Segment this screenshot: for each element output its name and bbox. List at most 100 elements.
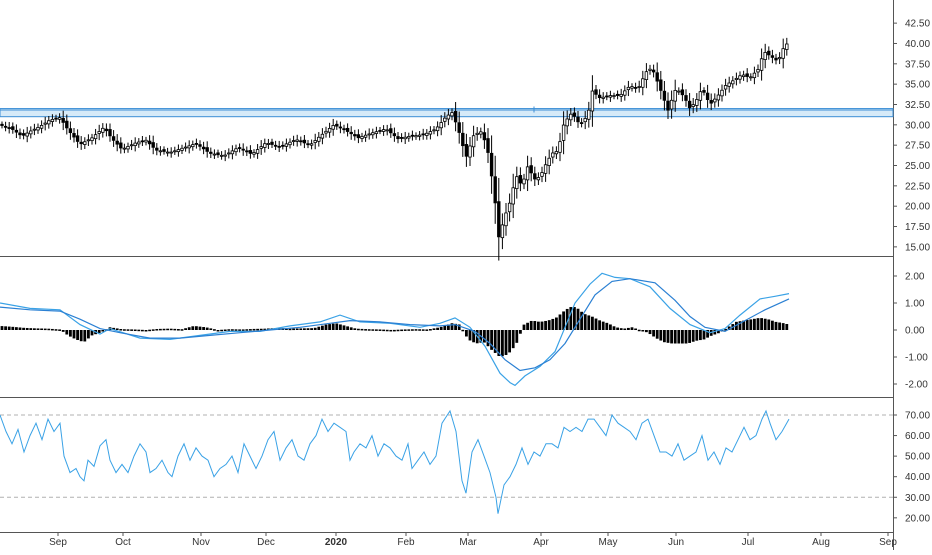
macd-histogram-bar	[133, 329, 137, 332]
macd-histogram-bar	[263, 328, 267, 331]
price-candle	[457, 122, 461, 133]
price-candle	[367, 133, 371, 136]
price-candle	[201, 146, 206, 150]
macd-histogram-bar	[76, 330, 79, 340]
price-candle	[666, 100, 670, 111]
price-candle	[741, 74, 746, 78]
macd-histogram-bar	[753, 318, 756, 330]
price-candle	[396, 136, 400, 140]
price-candle	[284, 143, 289, 147]
price-candle	[158, 150, 163, 153]
macd-histogram-bar	[634, 328, 637, 331]
price-candle	[356, 134, 361, 139]
price-candle	[248, 150, 253, 154]
price-candle	[547, 157, 551, 166]
price-candle	[317, 136, 321, 142]
price-candle	[680, 89, 685, 96]
price-candle	[587, 109, 591, 120]
macd-histogram-bar	[655, 330, 659, 339]
price-tick-label: 20.00	[905, 202, 930, 213]
macd-histogram-bar	[454, 323, 457, 330]
macd-histogram-bar	[623, 328, 627, 331]
price-candle	[540, 172, 544, 177]
price-candle	[644, 71, 649, 80]
macd-histogram-bar	[745, 320, 749, 330]
macd-histogram-bar	[15, 327, 18, 330]
macd-histogram-bar	[627, 327, 630, 330]
price-candle	[738, 75, 742, 80]
macd-histogram-bar	[403, 329, 407, 331]
macd-histogram-bar	[659, 330, 663, 341]
macd-histogram-bar	[695, 330, 699, 341]
macd-histogram-bar	[677, 330, 681, 344]
macd-histogram-bar	[87, 330, 90, 339]
time-tick-label: Apr	[533, 537, 549, 548]
price-candle	[767, 50, 771, 56]
price-candle	[522, 178, 526, 185]
macd-histogram-bar	[432, 328, 436, 330]
price-candle	[29, 130, 33, 135]
macd-histogram-bar	[429, 329, 432, 331]
price-candle	[720, 89, 724, 97]
price-candle	[173, 150, 177, 153]
macd-histogram-bar	[198, 326, 202, 330]
macd-histogram-bar	[177, 329, 180, 331]
price-candle	[119, 142, 123, 149]
macd-histogram-bar	[342, 325, 346, 330]
price-candle	[3, 125, 8, 128]
price-candle	[252, 152, 256, 155]
macd-histogram-bar	[216, 330, 220, 332]
price-candle	[713, 98, 717, 103]
price-candle	[75, 135, 80, 142]
price-tick-label: 37.50	[905, 59, 930, 70]
macd-histogram-bar	[450, 323, 454, 330]
macd-histogram-bar	[738, 321, 742, 330]
price-candle	[389, 128, 393, 134]
macd-histogram-bar	[670, 330, 673, 344]
price-candle	[54, 117, 58, 120]
price-candle	[446, 114, 451, 120]
macd-histogram-bar	[169, 328, 173, 331]
price-candle	[605, 95, 609, 98]
price-candle	[342, 128, 346, 131]
price-candle	[137, 141, 141, 145]
price-candle	[302, 139, 307, 144]
price-candle	[489, 152, 494, 177]
price-candle	[651, 69, 656, 73]
macd-histogram-bar	[353, 328, 357, 330]
macd-histogram-bar	[155, 329, 159, 331]
macd-histogram-bar	[565, 308, 569, 330]
macd-histogram-bar	[688, 330, 691, 343]
time-tick-label: Mar	[459, 537, 477, 548]
macd-histogram-bar	[202, 327, 205, 330]
macd-histogram-bar	[601, 321, 605, 330]
price-candle	[745, 73, 749, 77]
price-candle	[551, 152, 555, 158]
macd-histogram-bar	[72, 330, 76, 339]
macd-line	[0, 272, 790, 387]
price-candle	[648, 68, 652, 71]
price-candle	[770, 55, 775, 58]
macd-histogram-bar	[681, 330, 684, 344]
price-candle	[324, 130, 328, 134]
macd-histogram-bar	[259, 328, 263, 331]
macd-histogram-bar	[400, 329, 403, 332]
price-candle	[205, 147, 209, 152]
price-candle	[626, 86, 631, 91]
price-candle	[245, 150, 249, 153]
price-candle	[410, 134, 415, 137]
macd-histogram-bar	[18, 327, 22, 330]
time-tick-label: 2020	[325, 537, 348, 548]
macd-histogram-bar	[605, 322, 609, 330]
price-candle	[525, 166, 530, 181]
price-candle	[407, 136, 411, 139]
macd-histogram-bar	[436, 327, 439, 330]
macd-histogram-bar	[666, 330, 670, 343]
rsi-tick-label: 70.00	[905, 411, 930, 422]
rsi-tick-label: 20.00	[905, 513, 930, 524]
price-candle	[230, 150, 235, 155]
macd-histogram-bar	[339, 324, 342, 330]
macd-histogram-bar	[645, 330, 648, 333]
